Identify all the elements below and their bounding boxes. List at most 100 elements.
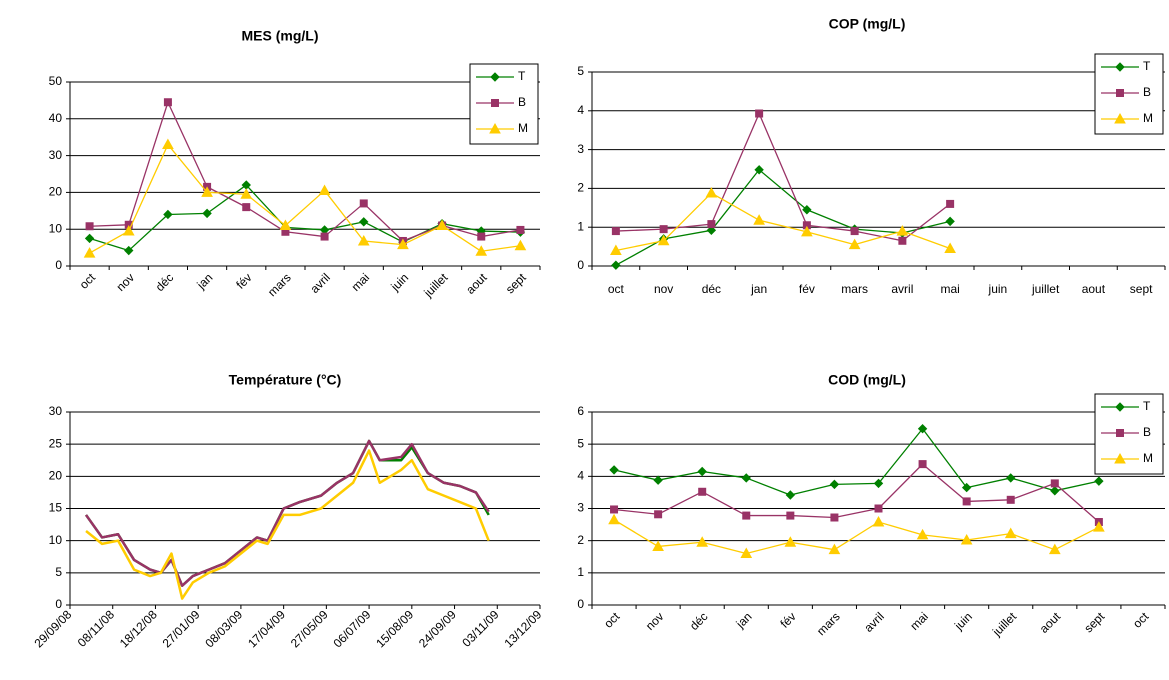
marker: [1114, 112, 1126, 124]
y-tick-label: 1: [577, 219, 584, 233]
marker: [84, 233, 95, 244]
y-tick-label: 15: [49, 501, 63, 515]
marker: [1094, 476, 1104, 486]
y-tick-label: 30: [49, 148, 63, 162]
marker: [657, 234, 670, 246]
marker: [489, 122, 501, 134]
x-tick-label: 08/11/08: [75, 607, 118, 650]
marker: [240, 188, 253, 199]
marker: [242, 203, 251, 212]
chart-title: COD (mg/L): [828, 372, 906, 388]
x-tick-label: mai: [349, 270, 373, 294]
x-tick-label: nov: [654, 282, 673, 296]
marker: [706, 225, 717, 236]
y-tick-label: 5: [577, 436, 584, 450]
marker: [320, 232, 329, 241]
marker: [898, 236, 907, 245]
marker: [1006, 473, 1016, 483]
x-tick-label: juin: [951, 609, 975, 633]
marker: [754, 165, 764, 175]
x-tick-label: oct: [608, 282, 625, 296]
marker: [896, 225, 909, 236]
x-tick-label: juin: [387, 270, 411, 294]
marker: [357, 234, 370, 246]
x-tick-label: mars: [841, 282, 868, 296]
marker: [475, 245, 488, 256]
marker: [1004, 527, 1017, 539]
marker: [707, 220, 716, 229]
y-tick-label: 10: [49, 221, 63, 235]
x-tick-label: 17/04/09: [245, 607, 288, 650]
legend-label: B: [1143, 85, 1151, 99]
x-tick-label: sept: [503, 270, 529, 296]
y-tick-label: 2: [577, 181, 584, 195]
series-line: [613, 428, 1100, 496]
marker: [162, 138, 174, 150]
x-tick-label: sept: [1081, 609, 1107, 635]
y-tick-label: 0: [577, 258, 584, 272]
x-tick-label: avril: [891, 282, 913, 296]
x-tick-label: avril: [861, 609, 886, 634]
x-tick-label: déc: [687, 609, 711, 633]
x-tick-label: juillet: [989, 609, 1019, 639]
y-tick-label: 20: [49, 185, 63, 199]
marker: [491, 99, 499, 107]
series-line: [89, 101, 521, 242]
x-tick-label: oct: [601, 609, 623, 631]
marker: [279, 219, 292, 231]
series-line: [613, 519, 1100, 555]
series-line: [615, 169, 951, 266]
x-tick-label: juin: [988, 282, 1008, 296]
marker: [652, 540, 664, 551]
marker: [829, 479, 840, 490]
marker: [1116, 429, 1124, 437]
marker: [872, 515, 885, 527]
marker: [850, 227, 859, 236]
legend-label: T: [1143, 59, 1151, 73]
series-line: [613, 463, 1100, 523]
series-line: [89, 184, 521, 252]
x-tick-label: nov: [643, 609, 667, 633]
x-tick-label: 27/05/09: [288, 607, 331, 650]
marker: [359, 199, 368, 208]
marker: [516, 225, 525, 234]
marker: [1114, 452, 1126, 464]
marker: [124, 245, 134, 256]
x-tick-label: aout: [1037, 609, 1064, 636]
marker: [697, 466, 707, 477]
marker: [705, 187, 718, 198]
marker: [1050, 479, 1059, 488]
x-tick-label: fév: [799, 282, 815, 296]
x-tick-label: mars: [814, 609, 843, 638]
marker: [610, 244, 622, 255]
marker: [740, 547, 753, 559]
marker: [742, 511, 751, 520]
x-tick-label: jan: [750, 282, 767, 296]
marker: [946, 199, 955, 208]
marker: [609, 465, 619, 475]
legend-label: B: [518, 95, 526, 109]
marker: [514, 239, 527, 251]
marker: [611, 260, 621, 270]
x-tick-label: oct: [1130, 609, 1152, 631]
marker: [83, 247, 96, 258]
x-tick-label: aout: [463, 270, 490, 297]
chart-title: Température (°C): [229, 372, 342, 388]
x-tick-label: aout: [1082, 282, 1106, 296]
x-tick-label: juillet: [1031, 282, 1060, 296]
marker: [1115, 402, 1125, 412]
marker: [786, 511, 795, 520]
marker: [873, 478, 884, 489]
y-tick-label: 50: [49, 74, 63, 88]
x-tick-label: mai: [907, 609, 931, 633]
marker: [654, 510, 663, 519]
x-tick-label: 06/07/09: [331, 607, 374, 650]
marker: [916, 528, 929, 540]
marker: [917, 424, 928, 434]
marker: [944, 242, 956, 254]
marker: [201, 186, 213, 197]
y-tick-label: 0: [577, 597, 584, 611]
x-tick-label: 24/09/09: [416, 607, 459, 650]
x-tick-label: fév: [233, 270, 254, 291]
